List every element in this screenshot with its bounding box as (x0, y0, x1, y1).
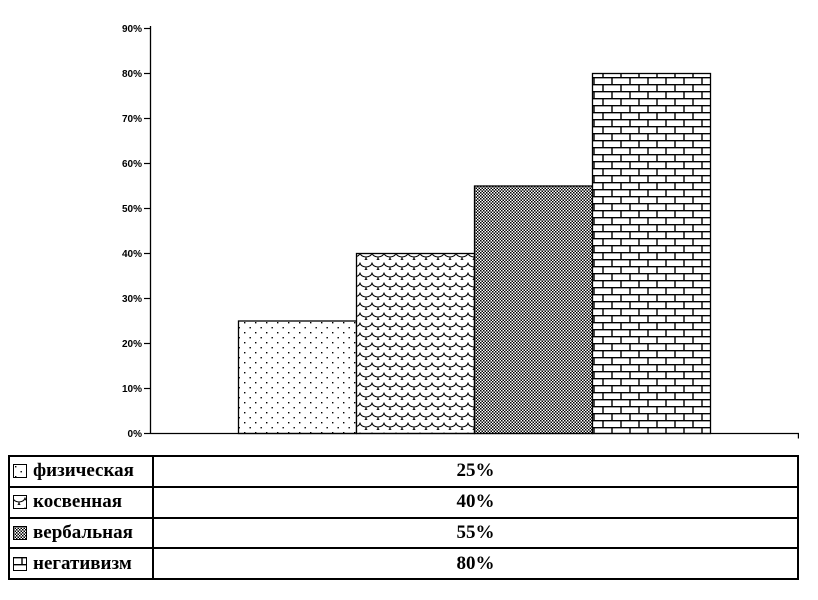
y-axis-tick-label: 20% (122, 339, 142, 350)
bar-4 (591, 72, 712, 435)
legend-row: вербальная 55% (10, 516, 797, 548)
bars-group (237, 72, 712, 435)
legend-label-cell: вербальная (10, 518, 154, 548)
y-axis-tick-label: 0% (128, 429, 143, 440)
legend-label-cell: косвенная (10, 487, 154, 517)
legend-swatch-dots-icon (13, 464, 27, 479)
y-axis-tick-label: 70% (122, 114, 142, 125)
y-axis-tick-label: 40% (122, 249, 142, 260)
legend-label: косвенная (33, 491, 122, 513)
legend-value: 55% (456, 521, 495, 543)
legend-label-cell: негативизм (10, 549, 154, 578)
legend-swatch-brick-icon (13, 556, 27, 571)
legend-swatch-scales-icon (13, 495, 27, 510)
legend-label-cell: физическая (10, 457, 154, 486)
y-axis-tick-label: 30% (122, 294, 142, 305)
bar-2 (355, 252, 476, 435)
legend-value: 25% (456, 460, 495, 482)
legend-label: негативизм (33, 552, 132, 574)
bar-1 (237, 320, 358, 435)
legend-table: физическая 25% косвенная 40% вербальная … (8, 455, 799, 580)
legend-row: негативизм 80% (10, 547, 797, 578)
legend-swatch-dense-check-icon (13, 525, 27, 540)
y-axis-tick-label: 50% (122, 204, 142, 215)
legend-label: физическая (33, 460, 134, 482)
y-axis-tick-label: 60% (122, 159, 142, 170)
legend-value: 40% (456, 491, 495, 513)
y-axis-tick-label: 90% (122, 24, 142, 35)
legend-row: косвенная 40% (10, 485, 797, 517)
legend-label: вербальная (33, 521, 133, 543)
bar-chart: 0% 10% 20% 30% 40% 50% 60% 70% 80% 90% (122, 24, 800, 440)
y-axis-tick-label: 80% (122, 69, 142, 80)
y-axis: 0% 10% 20% 30% 40% 50% 60% 70% 80% 90% (122, 24, 151, 440)
y-axis-tick-label: 10% (122, 384, 142, 395)
legend-value: 80% (456, 552, 495, 574)
legend-row: физическая 25% (10, 457, 797, 486)
bar-3 (473, 185, 594, 435)
